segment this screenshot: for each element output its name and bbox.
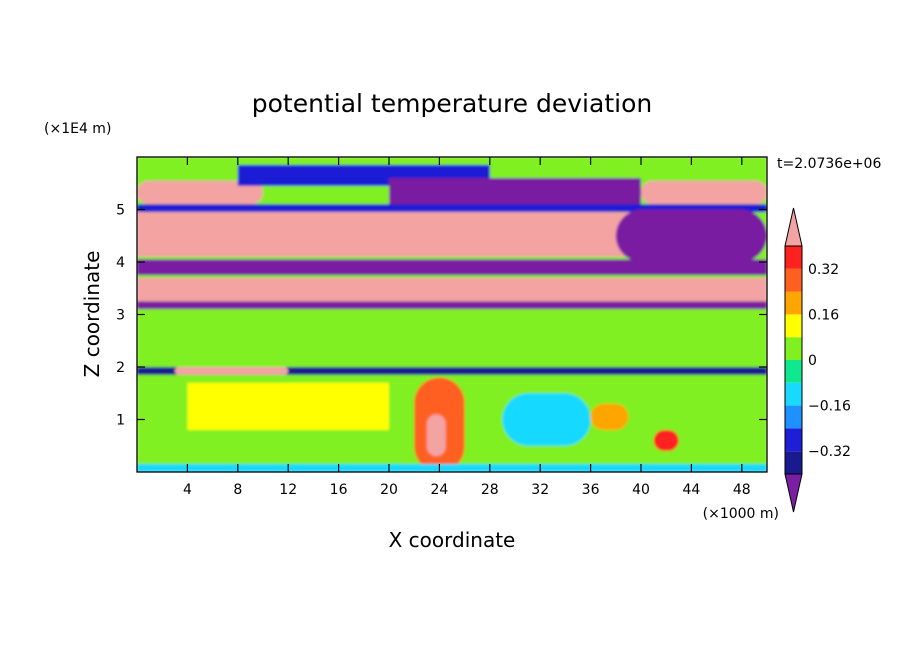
colorbar-tick-label: −0.16 [808, 399, 851, 415]
colorbar-frame [784, 245, 803, 475]
field-region [590, 403, 629, 430]
x-tick-label: 16 [330, 482, 348, 498]
field-region [137, 464, 767, 472]
field-region [137, 204, 767, 213]
colorbar-band [785, 268, 802, 292]
field-region [641, 180, 767, 205]
field-region [137, 259, 767, 276]
y-tick-label: 3 [116, 308, 125, 324]
x-tick-label: 48 [733, 482, 751, 498]
colorbar-band [785, 246, 802, 269]
field-region [389, 178, 641, 207]
colorbar-band [785, 428, 802, 452]
x-tick-label: 4 [183, 482, 192, 498]
colorbar-tick-label: 0.16 [808, 307, 839, 323]
colorbar-tick-label: −0.32 [808, 444, 851, 460]
y-axis-label: Z coordinate [80, 251, 104, 378]
field-region [137, 180, 263, 205]
field-region [137, 367, 767, 375]
x-tick-label: 44 [682, 482, 700, 498]
colorbar: 0.32 0.16 0 −0.16 −0.32 [784, 207, 851, 513]
y-tick-label: 1 [116, 413, 125, 429]
x-tick-label: 24 [430, 482, 448, 498]
y-ticks: 1 2 3 4 5 [116, 203, 767, 429]
colorbar-extend-bottom [784, 473, 803, 513]
colorbar-band [785, 291, 802, 315]
colorbar-band [785, 314, 802, 338]
field-region [615, 209, 767, 262]
field-region [174, 367, 289, 375]
x-ticks: 4 8 12 16 20 24 28 32 36 40 44 48 [183, 157, 751, 498]
colorbar-extend-top [784, 207, 803, 247]
field-region [137, 301, 767, 310]
colorbar-band [785, 405, 802, 429]
field-region [137, 212, 667, 257]
x-tick-label: 28 [481, 482, 499, 498]
y-unit-label: (×1E4 m) [44, 121, 111, 137]
colorbar-band [785, 360, 802, 383]
plot-area [137, 157, 767, 472]
field-region [137, 309, 767, 367]
x-tick-label: 20 [380, 482, 398, 498]
y-tick-label: 5 [116, 203, 125, 219]
y-tick-label: 2 [116, 360, 125, 376]
x-tick-label: 8 [233, 482, 242, 498]
field-region [426, 414, 446, 457]
x-tick-label: 36 [582, 482, 600, 498]
field-region [653, 430, 679, 451]
time-label: t=2.0736e+06 [777, 156, 881, 172]
x-tick-label: 32 [531, 482, 549, 498]
colorbar-band [785, 451, 802, 474]
field-region [187, 382, 389, 430]
colorbar-tick-label: 0.32 [808, 262, 839, 278]
x-tick-label: 40 [632, 482, 650, 498]
x-unit-label: (×1000 m) [703, 506, 779, 522]
colorbar-tick-label: 0 [808, 353, 817, 369]
field-region [137, 277, 767, 302]
chart-title: potential temperature deviation [252, 89, 652, 118]
x-tick-label: 12 [279, 482, 297, 498]
colorbar-band [785, 382, 802, 406]
field-region [502, 393, 591, 446]
y-tick-label: 4 [116, 255, 125, 271]
x-axis-label: X coordinate [389, 528, 516, 552]
colorbar-band [785, 337, 802, 360]
